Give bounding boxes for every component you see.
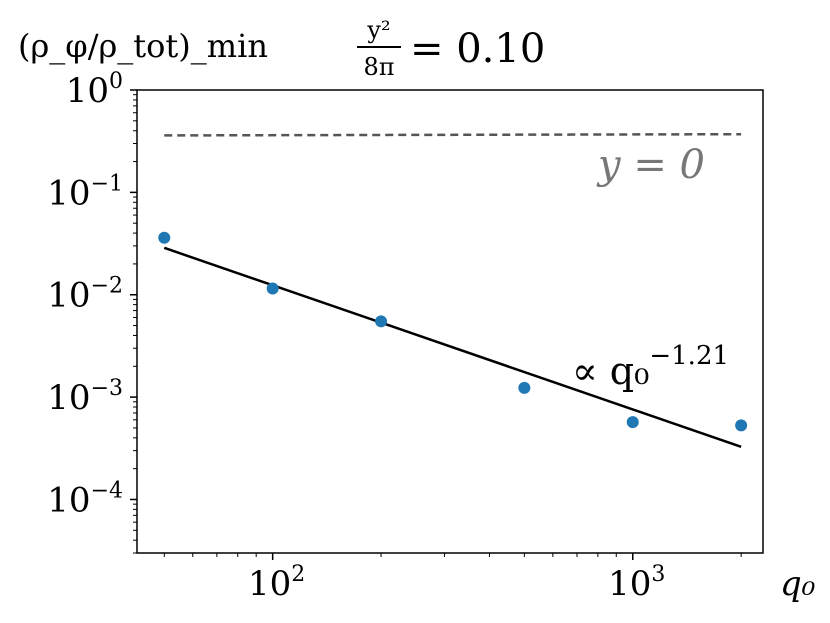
data-point [626, 416, 639, 429]
title-eq-denominator: 8π [363, 53, 394, 81]
x-tick-label: 102 [248, 562, 305, 604]
data-point [158, 231, 171, 244]
fit-label: ∝ q₀−1.21 [572, 341, 729, 393]
x-tick-label: 103 [608, 562, 665, 604]
title-eq-value: = 0.10 [410, 26, 545, 72]
x-axis-label: q₀ [780, 564, 816, 604]
title-equation: y² 8π = 0.10 [357, 16, 545, 81]
ylabel-title: (ρ_φ/ρ_tot)_min [18, 27, 268, 65]
data-point [266, 282, 279, 295]
data-point [375, 315, 388, 328]
fit-line [163, 246, 742, 448]
baseline-label: y = 0 [596, 142, 705, 188]
x-axis-ticks: 102 103 [163, 553, 742, 604]
y-axis-ticks: 100 10−1 10−2 10−3 10−4 [47, 69, 137, 554]
y-tick-label: 10−2 [47, 274, 123, 316]
data-point [518, 381, 531, 394]
title-eq-numerator: y² [366, 16, 390, 44]
data-point [735, 419, 748, 432]
series-layer [158, 132, 748, 448]
y-tick-label: 100 [66, 69, 123, 111]
y-tick-label: 10−3 [47, 376, 123, 418]
baseline-dashed-line [164, 132, 742, 137]
y-tick-label: 10−4 [47, 478, 123, 520]
y-tick-label: 10−1 [47, 171, 123, 213]
plot-frame [136, 89, 764, 554]
